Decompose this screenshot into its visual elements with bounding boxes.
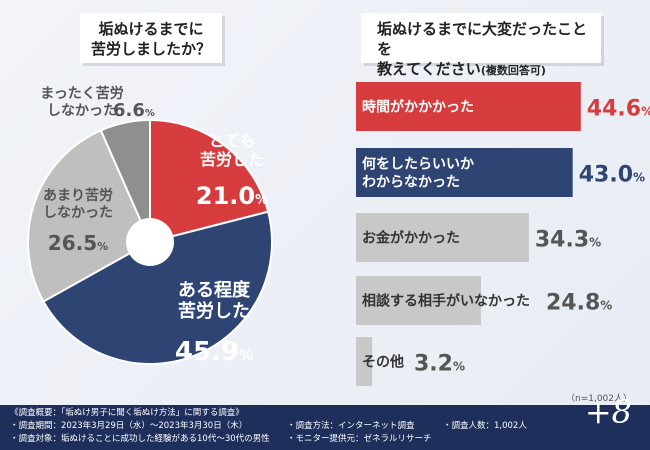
survey-summary: 《調査概要：「垢ぬけ男子に聞く垢ぬけ方法」に関する調査》: [10, 408, 244, 418]
pie-label-line-2-1: しなかった: [43, 205, 113, 221]
bar-category-line-1-1: わからなかった: [362, 175, 460, 191]
pie-value-1: 45.9%: [175, 337, 253, 367]
pie-label-line-3-0: まったく苦労: [40, 85, 123, 102]
bar-4: [356, 337, 373, 386]
pie-unit-1: %: [239, 348, 253, 364]
bar-category-line-4-0: その他: [362, 354, 404, 371]
pie-chart-title: 垢ぬけるまでに 苦労しましたか？: [80, 13, 222, 63]
bar-value-2: 34.3%: [535, 228, 601, 253]
bar-category-line-1-0: 何をしたらいいか: [362, 156, 474, 173]
pie-title-line-2: 苦労しましたか？: [90, 40, 211, 58]
bar-unit-2: %: [589, 236, 601, 250]
bar-unit-0: %: [641, 105, 650, 119]
bar-0: [356, 82, 581, 131]
survey-provider: ・モニター提供元：ゼネラルリサーチ: [287, 434, 432, 444]
bar-category-line-2-0: お金がかかった: [362, 230, 460, 247]
bar-3: [356, 276, 481, 325]
survey-period: ・調査期間：2023年3月29日（水）～2023年3月30日（木）: [10, 421, 248, 431]
pie-unit-0: %: [255, 193, 268, 208]
bar-unit-3: %: [600, 299, 612, 313]
pie-value-3: 6.6%: [113, 100, 155, 121]
pie-slice-1: [42, 210, 273, 365]
survey-count: ・調査人数：1,002人: [443, 421, 527, 431]
pie-slice-0: [149, 118, 270, 244]
bar-unit-1: %: [633, 171, 645, 185]
pie-label-line-2-0: あまり苦労: [43, 187, 113, 204]
chart-canvas: とても苦労した21.0%ある程度苦労した45.9%あまり苦労しなかった26.5%…: [27, 82, 650, 386]
bar-1: [356, 148, 573, 197]
bar-value-1: 43.0%: [579, 163, 645, 188]
brand-logo: +8: [584, 393, 632, 431]
bar-value-4: 3.2%: [414, 352, 465, 377]
pie-chart: とても苦労した21.0%ある程度苦労した45.9%あまり苦労しなかった26.5%…: [27, 85, 273, 367]
bar-title-line-1: 垢ぬけるまでに大変だったことを: [377, 20, 588, 58]
survey-footer: 《調査概要：「垢ぬけ男子に聞く垢ぬけ方法」に関する調査》 ・調査期間：2023年…: [0, 393, 650, 450]
bar-title-line-2: 教えてください(複数回答可): [377, 59, 591, 81]
bar-2: [356, 213, 529, 262]
pie-center-hole: [126, 218, 174, 266]
bar-category-4: その他: [362, 354, 404, 371]
bar-title-main-2: 教えてください: [377, 60, 481, 78]
bar-title-sub: (複数回答可): [480, 64, 546, 77]
bar-category-3: 相談する相手がいなかった: [362, 293, 530, 310]
pie-label-line-3-1: しなかった: [47, 103, 117, 119]
bar-category-0: 時間がかかかった: [362, 99, 474, 116]
survey-method: ・調査方法：インターネット調査: [287, 421, 415, 431]
bar-unit-4: %: [453, 360, 465, 374]
survey-target: ・調査対象：垢ぬけることに成功した経験がある10代～30代の男性: [10, 434, 270, 444]
sample-size-note: （n=1,002人）: [565, 394, 632, 404]
bar-category-line-3-0: 相談する相手がいなかった: [362, 293, 530, 310]
pie-label-line-0-0: とても: [209, 131, 256, 150]
pie-title-line-1: 垢ぬけるまでに: [98, 20, 204, 38]
pie-label-line-0-1: 苦労した: [200, 150, 264, 169]
bar-category-2: お金がかかった: [362, 230, 460, 247]
pie-unit-2: %: [97, 240, 108, 253]
bar-value-3: 24.8%: [546, 291, 612, 316]
bar-value-0: 44.6%: [587, 97, 650, 122]
pie-label-line-1-0: ある程度: [178, 279, 251, 301]
bar-chart-title: 垢ぬけるまでに大変だったことを 教えてください(複数回答可): [361, 13, 601, 78]
bar-category-line-0-0: 時間がかかかった: [362, 99, 474, 116]
pie-unit-3: %: [145, 108, 155, 119]
pie-label-line-1-1: 苦労した: [178, 300, 250, 322]
pie-slice-3: [99, 118, 151, 243]
